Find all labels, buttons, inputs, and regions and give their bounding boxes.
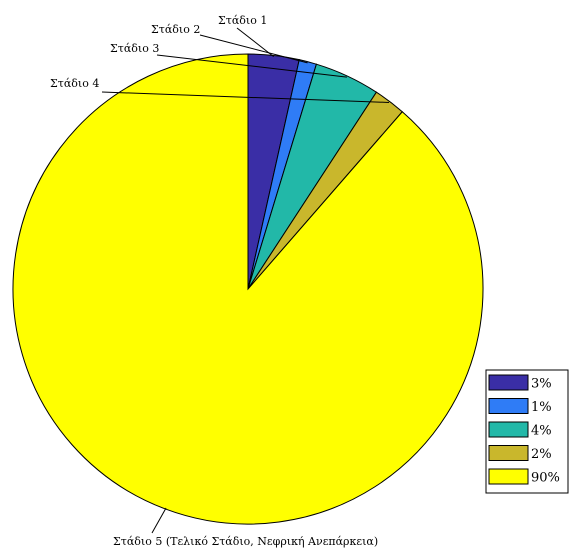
legend-label-5: 90%	[531, 471, 560, 486]
leader-line-1	[236, 27, 274, 57]
slice-label-4: Στάδιο 4	[50, 77, 99, 90]
pie-slices	[12, 53, 484, 525]
legend-swatch-1	[488, 374, 529, 391]
slice-label-1: Στάδιο 1	[218, 14, 267, 27]
slice-labels: Στάδιο 1 Στάδιο 2 Στάδιο 3 Στάδιο 4 Στάδιο 5…	[50, 14, 378, 548]
legend-swatch-4	[488, 445, 529, 461]
legend-label-3: 4%	[531, 424, 552, 439]
slice-label-3: Στάδιο 3	[110, 42, 159, 55]
slice-label-5: Στάδιο 5 (Τελικό Στάδιο, Νεφρική Ανεπάρκ…	[113, 535, 378, 548]
slice-label-2: Στάδιο 2	[151, 23, 200, 36]
legend: 3% 1% 4% 2% 90%	[485, 369, 569, 494]
legend-swatch-5	[488, 468, 529, 485]
leader-lines	[101, 27, 389, 534]
pie-slice-5	[12, 53, 484, 525]
legend-label-2: 1%	[531, 400, 552, 415]
legend-swatch-3	[488, 421, 529, 438]
legend-label-1: 3%	[531, 377, 552, 392]
legend-swatch-2	[488, 398, 529, 414]
leader-line-5	[151, 507, 167, 534]
leader-line-4	[101, 91, 389, 103]
leader-line-2	[199, 34, 308, 64]
leader-line-3	[156, 54, 347, 78]
legend-label-4: 2%	[531, 447, 552, 462]
